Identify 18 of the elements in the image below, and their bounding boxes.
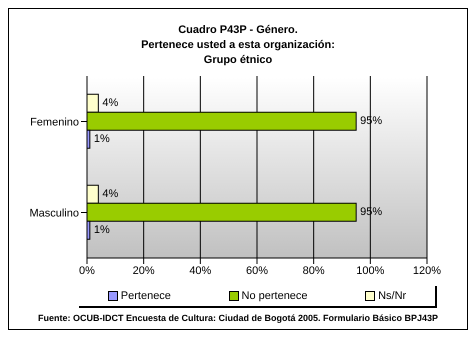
source-note: Fuente: OCUB-IDCT Encuesta de Cultura: Ciudad de Bogotá 2005. Formulario Básico BPJ43P: [36, 313, 440, 323]
legend-label: No pertenece: [240, 290, 308, 302]
x-tick-label: 100%: [356, 264, 385, 277]
data-label: 4%: [102, 97, 118, 110]
legend-label: Ns/Nr: [377, 290, 406, 302]
data-label: 4%: [102, 188, 118, 200]
x-tick-label: 80%: [302, 264, 325, 277]
x-tick-label: 20%: [132, 264, 155, 277]
x-tick-label: 40%: [189, 264, 212, 277]
chart-title: Cuadro P43P - Género. Pertenece usted a esta organización: Grupo étnico: [140, 23, 336, 68]
data-label: 1%: [94, 133, 110, 146]
x-tick-label: 60%: [246, 264, 268, 277]
legend-label: Pertenece: [120, 290, 171, 302]
x-tick-label: 0%: [79, 264, 96, 277]
y-tick-label: Femenino: [30, 116, 79, 128]
y-tick-label: Masculino: [29, 207, 79, 220]
x-tick-label: 120%: [412, 264, 442, 277]
data-label: 1%: [94, 224, 110, 236]
